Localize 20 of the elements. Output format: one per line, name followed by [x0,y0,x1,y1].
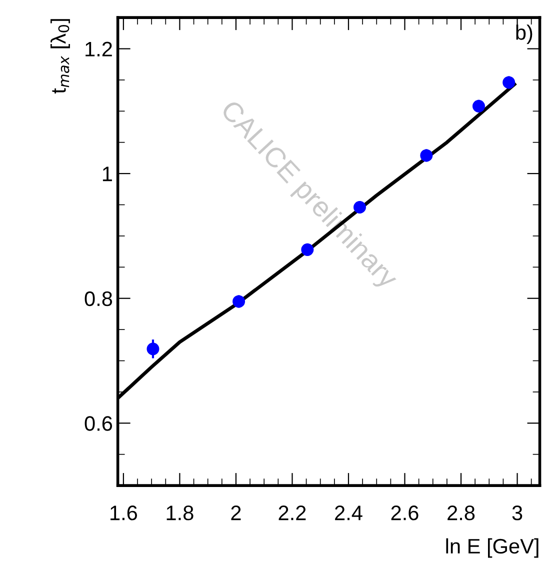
x-tick-label: 3 [512,506,522,520]
x-tick-label: 2.6 [391,506,418,520]
x-tick-label: 2.4 [335,506,362,520]
x-tick-label: 2.2 [278,506,306,520]
y-axis-title: t$_{max}$ [λ$_{0}$] [50,19,70,94]
point [146,342,160,356]
y-tick-label: 1 [102,166,112,182]
y-tick-label: 0.8 [84,291,112,306]
y-tick-label: 1.2 [86,42,112,56]
x-tick-label: 2.8 [448,506,475,520]
x-tick-label: 1.6 [110,506,138,520]
annotation: b) [516,24,532,44]
point [232,295,246,308]
y-tick-label: 0.6 [84,416,112,431]
point [502,76,516,89]
x-axis-title: ln E [GeV] [446,538,538,558]
x-tick-label: 1.8 [166,506,194,520]
x-tick-label: 2 [231,506,241,520]
point [472,100,485,112]
point [420,149,433,162]
